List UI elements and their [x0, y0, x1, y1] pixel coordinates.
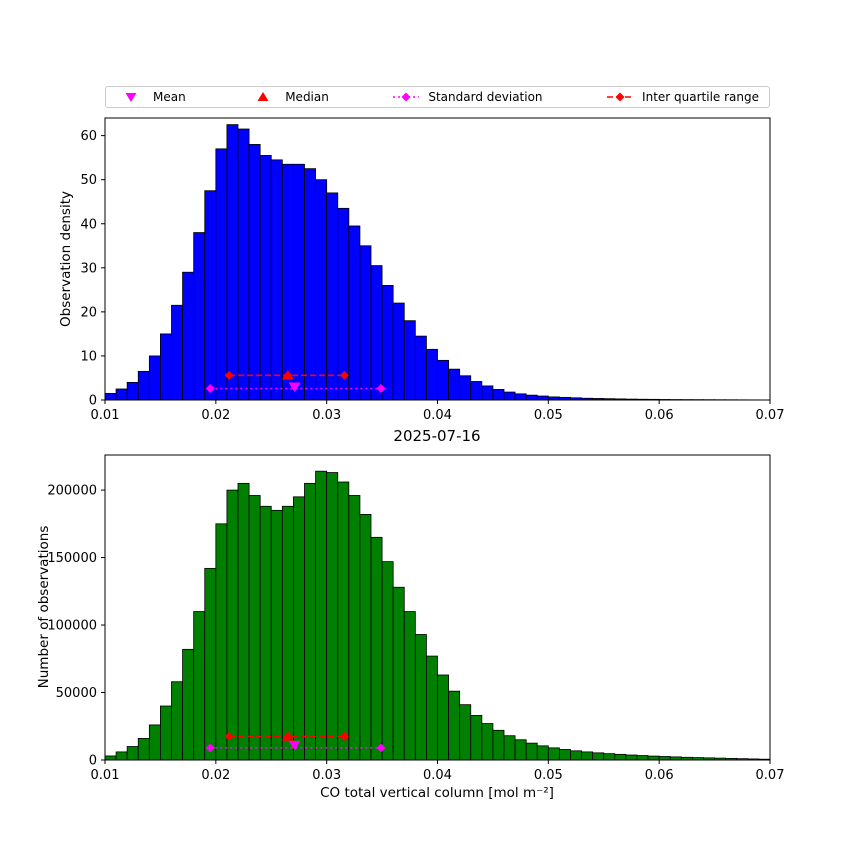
svg-text:40: 40 — [80, 217, 97, 232]
svg-text:0.04: 0.04 — [423, 768, 452, 783]
legend-label-inter-quartile-range: Inter quartile range — [642, 90, 759, 104]
legend-label-standard-deviation: Standard deviation — [428, 90, 543, 104]
median-marker-icon — [248, 90, 278, 104]
svg-text:0.05: 0.05 — [534, 768, 563, 783]
bottom-histogram-bars — [104, 470, 771, 761]
top-histogram-bars — [104, 124, 771, 401]
svg-text:200000: 200000 — [47, 484, 97, 499]
legend-item-mean: Mean — [116, 90, 186, 104]
svg-text:0.04: 0.04 — [423, 408, 452, 423]
svg-text:0.05: 0.05 — [534, 408, 563, 423]
svg-text:0.07: 0.07 — [756, 768, 785, 783]
ylabel-observation-density: Observation density — [58, 191, 74, 327]
subplot-title-date: 2025-07-16 — [393, 427, 481, 445]
svg-text:0.03: 0.03 — [312, 408, 341, 423]
ylabel-number-of-observations: Number of observations — [36, 525, 52, 689]
xlabel-co-total-vertical-column: CO total vertical column [mol m⁻²] — [320, 785, 554, 801]
svg-text:50: 50 — [80, 173, 97, 188]
svg-text:0.02: 0.02 — [201, 768, 230, 783]
top-axes: 0.01 0.02 0.03 0.04 0.05 0.06 0.07 0 10 20 30 40 50 6… — [80, 117, 785, 423]
svg-text:30: 30 — [80, 261, 97, 276]
bottom-stat-markers — [205, 730, 386, 753]
svg-text:150000: 150000 — [47, 551, 97, 566]
svg-text:20: 20 — [80, 305, 97, 320]
legend: Mean Median Standard deviation Inter qua… — [105, 86, 770, 108]
legend-item-standard-deviation: Standard deviation — [391, 90, 543, 104]
standard-deviation-marker-icon — [391, 90, 421, 104]
legend-item-median: Median — [248, 90, 329, 104]
svg-text:0.01: 0.01 — [91, 768, 120, 783]
mean-marker-icon — [116, 90, 146, 104]
bottom-axes: 0.01 0.02 0.03 0.04 0.05 0.06 0.07 0 50000 100000… — [47, 454, 785, 783]
svg-text:10: 10 — [80, 349, 97, 364]
svg-text:0.06: 0.06 — [645, 768, 674, 783]
svg-text:0.06: 0.06 — [645, 408, 674, 423]
svg-text:0.02: 0.02 — [201, 408, 230, 423]
legend-item-inter-quartile-range: Inter quartile range — [605, 90, 759, 104]
svg-text:0.03: 0.03 — [312, 768, 341, 783]
legend-label-mean: Mean — [153, 90, 186, 104]
inter-quartile-range-marker-icon — [605, 90, 635, 104]
svg-text:0.01: 0.01 — [91, 408, 120, 423]
svg-text:0.07: 0.07 — [756, 408, 785, 423]
svg-text:60: 60 — [80, 129, 97, 144]
svg-text:100000: 100000 — [47, 619, 97, 634]
top-stat-markers — [205, 369, 386, 394]
legend-label-median: Median — [285, 90, 329, 104]
svg-text:0: 0 — [89, 394, 97, 409]
svg-text:50000: 50000 — [56, 686, 97, 701]
svg-text:0: 0 — [89, 754, 97, 769]
